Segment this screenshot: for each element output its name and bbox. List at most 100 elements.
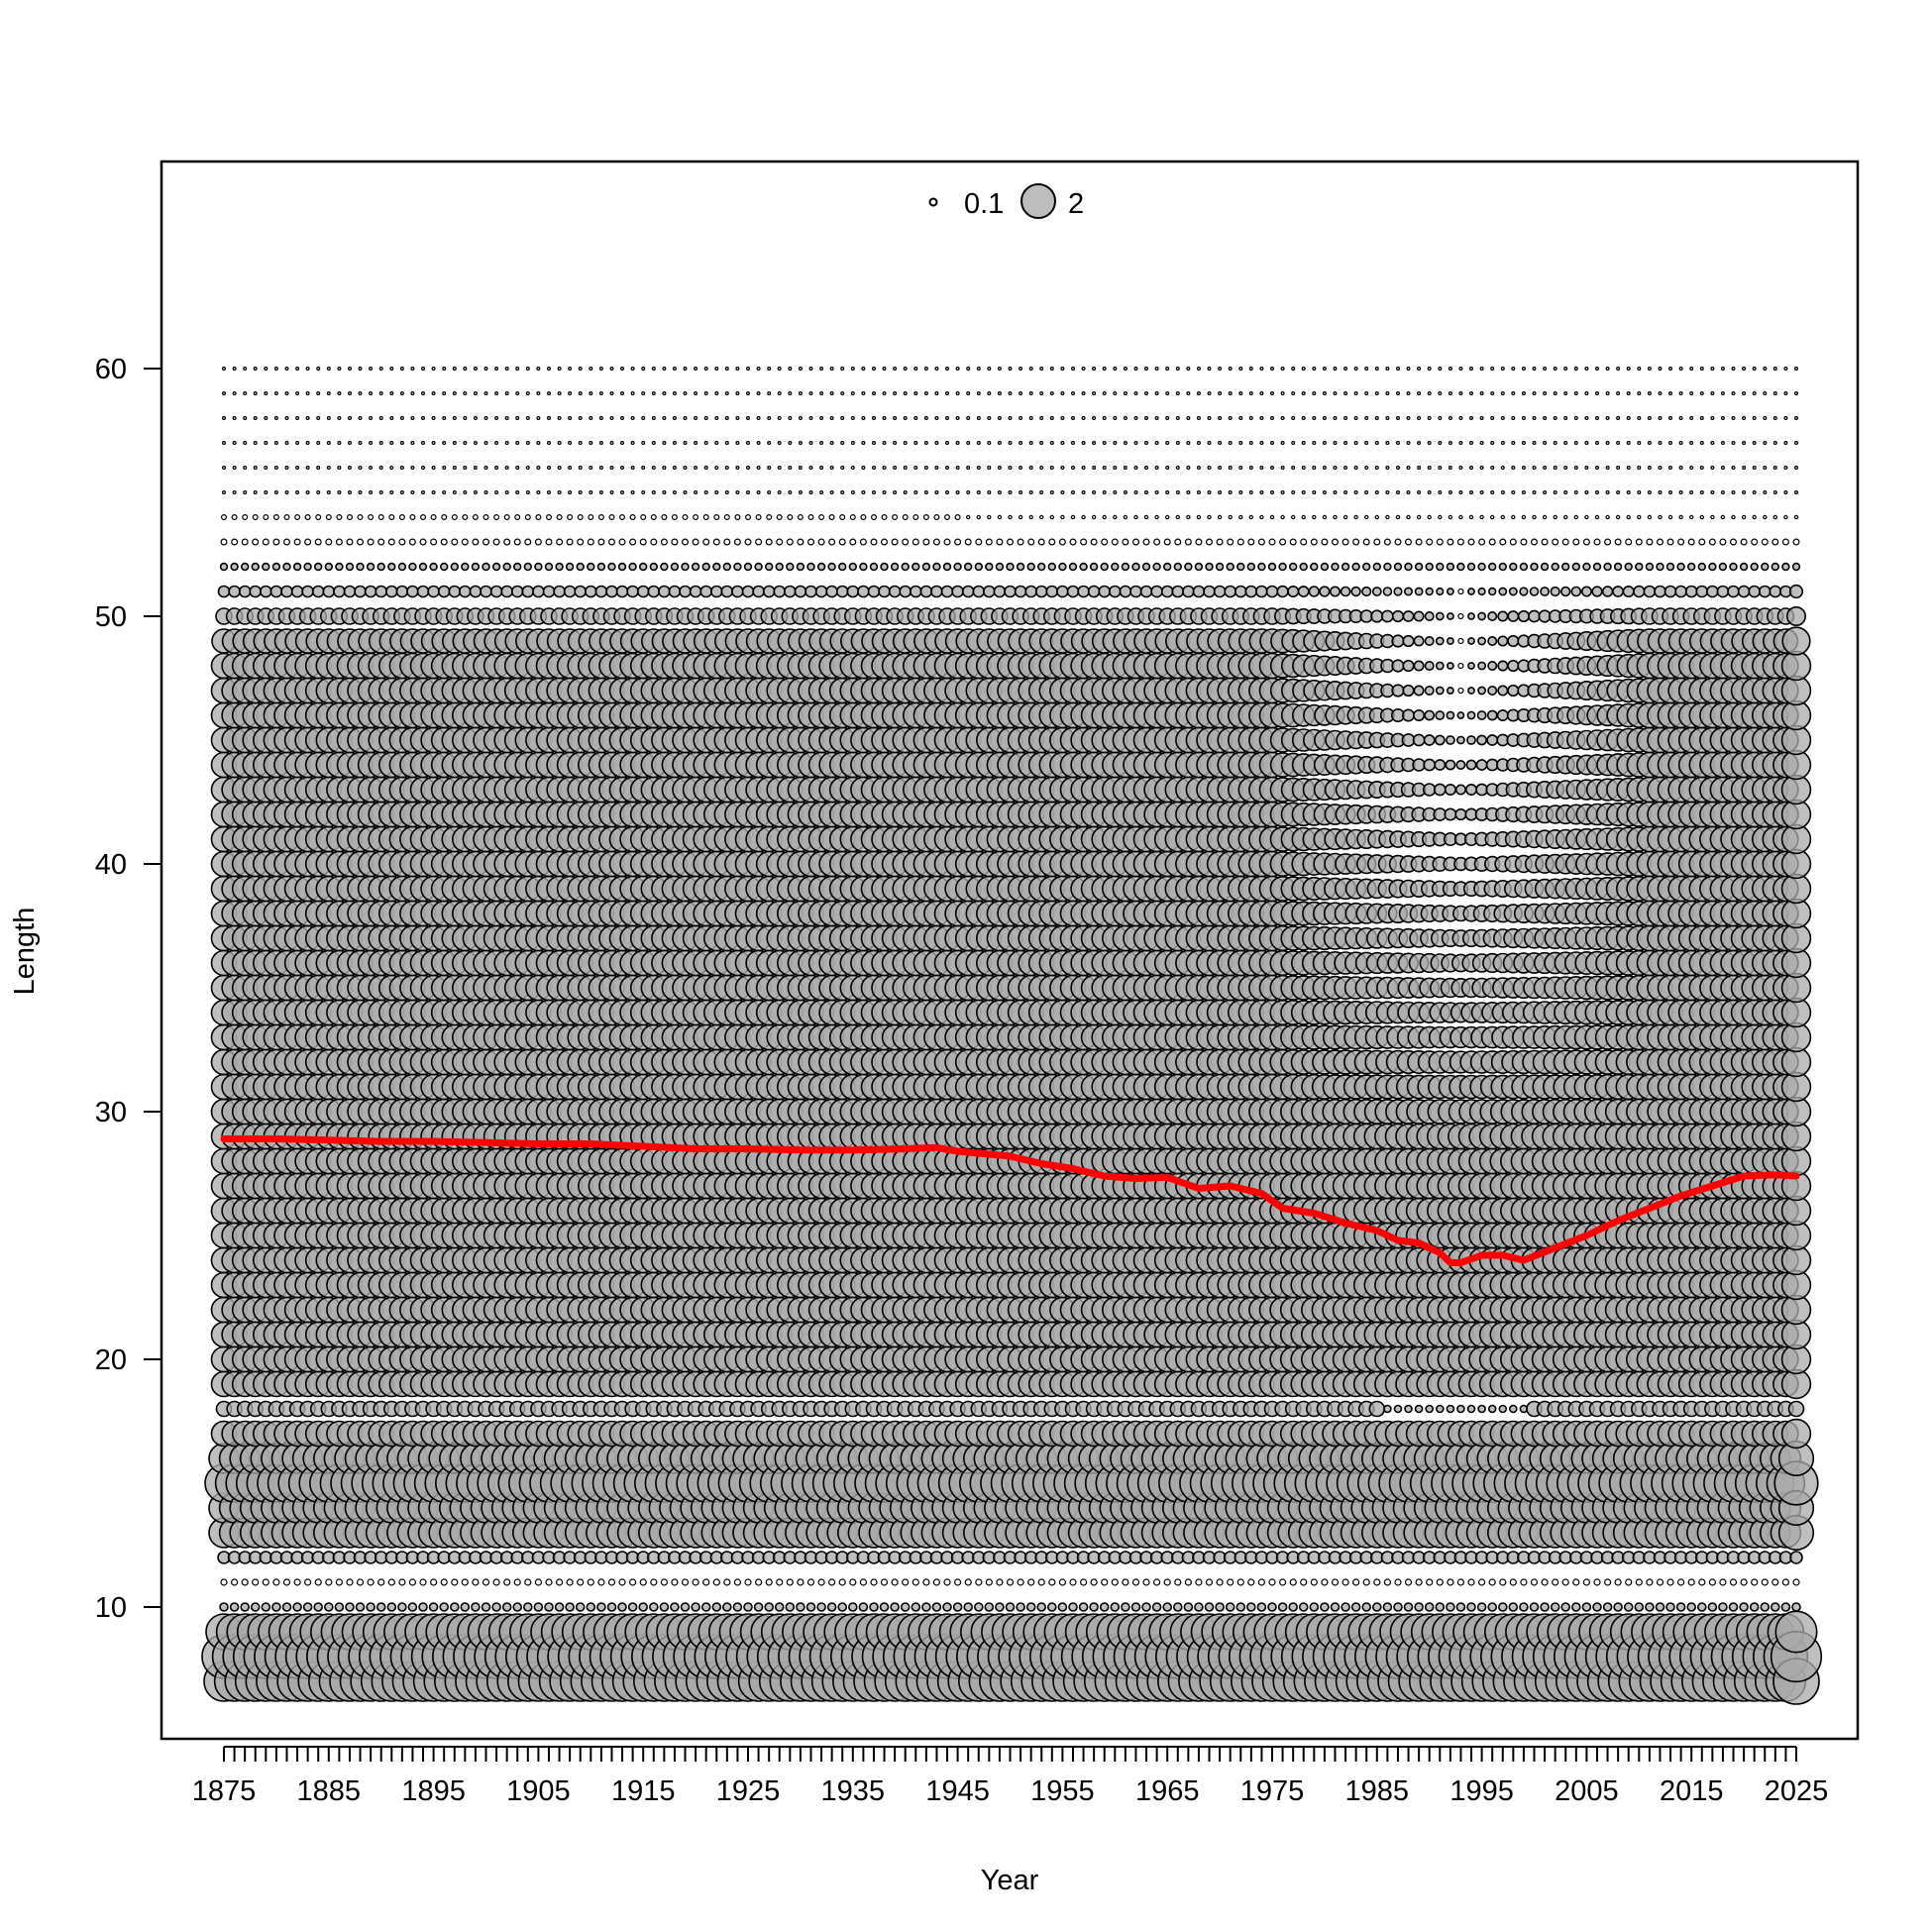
bubble — [515, 391, 520, 396]
bubble — [1154, 391, 1159, 396]
bubble — [1171, 585, 1185, 598]
bubble — [232, 367, 237, 372]
bubble — [346, 1578, 354, 1586]
bubble — [375, 585, 388, 598]
bubble — [503, 538, 511, 546]
bubble — [699, 585, 713, 598]
bubble — [912, 562, 920, 572]
bubble — [857, 585, 870, 598]
bubble — [651, 441, 656, 446]
bubble — [785, 1602, 796, 1612]
bubble — [735, 490, 740, 495]
bubble — [847, 1602, 858, 1612]
bubble — [1028, 391, 1033, 396]
bubble — [1039, 490, 1044, 495]
bubble — [284, 441, 289, 446]
bubble — [357, 538, 365, 546]
bubble — [651, 391, 656, 396]
bubble — [961, 585, 975, 598]
bubble — [264, 466, 268, 471]
bubble — [840, 466, 845, 471]
bubble — [639, 1578, 647, 1586]
bubble — [410, 490, 415, 495]
bubble — [629, 513, 636, 520]
bubble — [987, 490, 992, 495]
bubble — [481, 1602, 491, 1612]
bubble — [578, 466, 583, 471]
bubble — [398, 513, 405, 520]
bubble — [932, 1578, 941, 1586]
bubble — [806, 1578, 815, 1586]
bubble — [966, 490, 971, 495]
bubble — [953, 562, 962, 572]
bubble — [817, 1578, 825, 1586]
bubble — [846, 585, 860, 598]
bubble — [515, 441, 520, 446]
bubble — [943, 513, 950, 520]
bubble — [1111, 1578, 1119, 1586]
bubble — [376, 562, 385, 572]
bubble — [504, 466, 509, 471]
bubble — [316, 416, 321, 421]
bubble — [900, 1602, 911, 1612]
bubble — [430, 538, 438, 546]
bubble — [827, 562, 836, 572]
bubble — [343, 585, 357, 598]
bubble — [964, 538, 972, 546]
bubble — [798, 367, 803, 372]
bubble — [903, 416, 908, 421]
bubble — [442, 466, 447, 471]
bubble — [326, 466, 331, 471]
bubble — [1160, 585, 1174, 598]
bubble — [618, 1578, 626, 1586]
bubble — [619, 490, 624, 495]
bubble — [721, 1602, 732, 1612]
bubble — [861, 441, 866, 446]
bubble — [419, 1578, 427, 1586]
bubble — [955, 367, 960, 372]
bubble — [850, 490, 855, 495]
bubble — [1045, 585, 1059, 598]
bubble — [1130, 1602, 1141, 1612]
bubble — [386, 1602, 397, 1612]
bubble — [304, 1578, 312, 1586]
bubble — [428, 1602, 439, 1612]
bubble — [964, 1578, 972, 1586]
bubble — [650, 1578, 658, 1586]
bubble — [934, 466, 939, 471]
bubble — [232, 441, 237, 446]
bubble — [264, 441, 268, 446]
bubble — [1121, 562, 1130, 572]
bubble — [1121, 1602, 1130, 1612]
bubble — [1175, 367, 1180, 372]
bubble — [418, 562, 428, 572]
bubble — [469, 585, 483, 598]
bubble — [966, 514, 971, 520]
bubble — [1057, 1602, 1068, 1612]
bubble — [421, 441, 426, 446]
bubble — [596, 1602, 606, 1612]
bubble — [1008, 466, 1013, 471]
bubble — [1133, 391, 1138, 396]
bubble — [494, 416, 499, 421]
bubble — [377, 538, 385, 546]
bubble — [940, 585, 954, 598]
bubble — [1027, 538, 1035, 546]
bubble — [861, 367, 866, 372]
bubble — [1090, 538, 1098, 546]
bubble — [494, 367, 499, 372]
bubble — [1069, 538, 1077, 546]
bubble — [651, 466, 656, 471]
bubble — [829, 391, 834, 396]
bubble — [942, 562, 952, 572]
bubble — [557, 466, 562, 471]
bubble — [723, 1578, 731, 1586]
bubble — [788, 490, 793, 495]
bubble — [494, 391, 499, 396]
bubble — [870, 538, 878, 546]
bubble — [284, 466, 289, 471]
bubble — [589, 441, 593, 446]
bubble — [483, 391, 488, 396]
bubble — [483, 538, 490, 546]
bubble — [1089, 562, 1099, 572]
